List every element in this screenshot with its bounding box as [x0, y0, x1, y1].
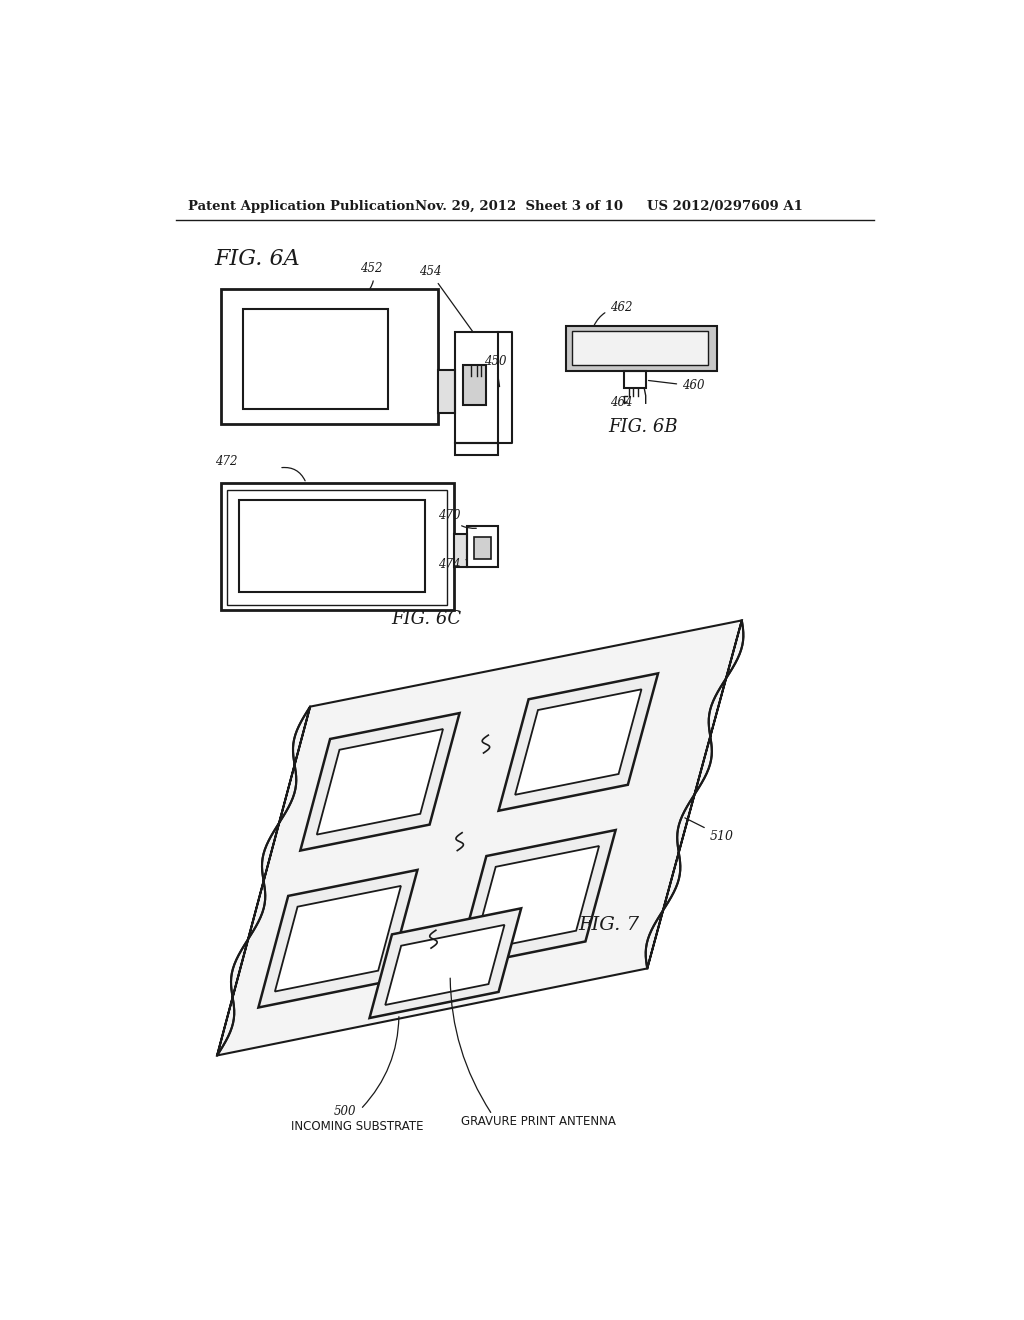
Bar	[566, 326, 717, 371]
Text: Patent Application Publication: Patent Application Publication	[188, 199, 415, 213]
Text: 452: 452	[360, 263, 383, 289]
Polygon shape	[316, 729, 443, 834]
Bar	[455, 444, 498, 455]
Text: 510: 510	[685, 818, 733, 842]
Text: FIG. 6C: FIG. 6C	[391, 610, 462, 628]
Text: 470: 470	[438, 508, 476, 528]
Text: 462: 462	[594, 301, 633, 325]
Polygon shape	[499, 673, 658, 810]
Bar	[221, 483, 454, 610]
Text: 454: 454	[419, 265, 473, 331]
Bar	[572, 331, 708, 364]
Text: 460: 460	[648, 379, 705, 392]
Bar	[239, 499, 425, 591]
Bar	[454, 535, 467, 566]
Text: 500: 500	[334, 1105, 356, 1118]
Text: INCOMING SUBSTRATE: INCOMING SUBSTRATE	[291, 1121, 423, 1133]
Bar	[227, 490, 447, 605]
Text: 450: 450	[484, 355, 507, 387]
Text: FIG. 6A: FIG. 6A	[215, 248, 301, 269]
Polygon shape	[385, 925, 505, 1005]
Bar	[624, 371, 646, 388]
Polygon shape	[258, 870, 418, 1007]
Polygon shape	[473, 846, 599, 952]
Bar	[438, 370, 455, 413]
Text: US 2012/0297609 A1: US 2012/0297609 A1	[647, 199, 803, 213]
Bar	[243, 309, 388, 409]
Bar	[221, 289, 438, 424]
Text: 464: 464	[610, 396, 633, 409]
Text: FIG. 7: FIG. 7	[578, 916, 639, 933]
Text: 474: 474	[438, 558, 466, 572]
Bar	[455, 331, 498, 444]
Bar	[474, 537, 490, 558]
Text: FIG. 6B: FIG. 6B	[608, 417, 678, 436]
Polygon shape	[274, 886, 401, 991]
Text: Nov. 29, 2012  Sheet 3 of 10: Nov. 29, 2012 Sheet 3 of 10	[415, 199, 623, 213]
Polygon shape	[217, 620, 743, 1056]
Text: GRAVURE PRINT ANTENNA: GRAVURE PRINT ANTENNA	[461, 1115, 616, 1127]
Polygon shape	[457, 830, 615, 968]
Polygon shape	[370, 908, 521, 1018]
Polygon shape	[300, 713, 460, 850]
Bar	[463, 364, 486, 405]
Polygon shape	[515, 689, 641, 795]
Text: 472: 472	[215, 455, 238, 467]
Bar	[467, 527, 499, 566]
